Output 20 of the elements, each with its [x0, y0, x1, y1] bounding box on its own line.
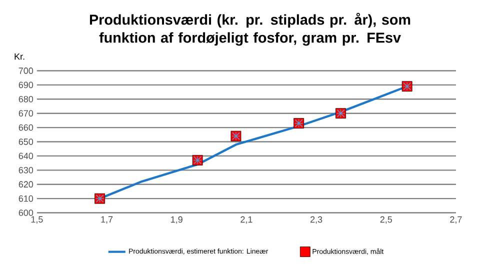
x-tick-label: 2,1: [240, 216, 252, 224]
y-tick-label: 700: [18, 68, 34, 74]
y-tick-label: 640: [18, 152, 34, 160]
x-tick-label: 1,5: [31, 216, 43, 224]
y-tick-label: 680: [18, 96, 34, 102]
x-tick-label: 1,9: [171, 216, 182, 224]
x-tick-label: 2,3: [310, 216, 322, 224]
chart-title: Produktionsværdi (kr. pr. stiplads pr. år), som funktion af fordøjeligt fosfor, gram pr. FEsv: [90, 12, 410, 46]
y-tick-label: 610: [18, 195, 34, 202]
y-tick-label: 660: [18, 124, 34, 131]
y-tick-label: 630: [18, 167, 34, 174]
y-tick-label: 670: [18, 110, 34, 117]
y-tick-label: 690: [18, 82, 34, 88]
x-tick-label: 1,7: [101, 216, 113, 224]
y-axis-title: Kr.: [14, 53, 24, 60]
x-tick-label: 2,5: [380, 216, 392, 224]
x-tick-label: 2,7: [450, 216, 462, 224]
y-tick-label: 600: [18, 210, 34, 216]
y-tick-label: 620: [18, 181, 34, 188]
y-tick-label: 650: [18, 138, 34, 145]
